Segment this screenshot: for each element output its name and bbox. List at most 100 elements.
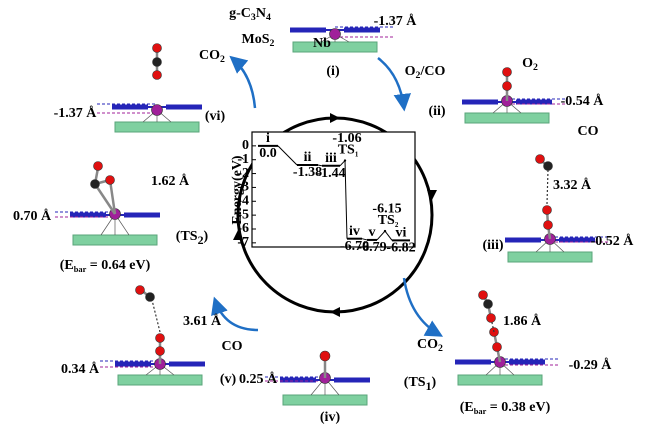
text-segment: bar [74, 265, 87, 274]
state-name: ii [304, 150, 312, 165]
atom [153, 44, 162, 53]
dist-ts1: 1.86 Å [503, 313, 542, 329]
d-ii: -0.54 Å [561, 93, 605, 109]
text-segment: CO [222, 339, 243, 354]
atom [544, 221, 553, 230]
process-arrow [378, 58, 404, 108]
graphene-sheet [462, 100, 498, 105]
state-name: iii [325, 151, 337, 166]
nb: Nb [313, 36, 331, 51]
text-segment: bar [474, 407, 487, 416]
process-arrow [215, 300, 258, 330]
atom [544, 162, 553, 171]
process-arrow [232, 58, 255, 108]
lbl-v: (v) [220, 372, 237, 387]
atom [484, 300, 493, 309]
bond [547, 170, 548, 204]
ebar-ts2: (Ebar = 0.64 eV) [60, 258, 151, 274]
atom [153, 71, 162, 80]
text-segment: -0.29 Å [569, 357, 613, 373]
text-segment: (ii) [428, 104, 445, 119]
lbl-ts1: (TS1) [404, 375, 437, 393]
atom [136, 286, 145, 295]
mos2-slab [115, 122, 199, 132]
graphene-sheet [509, 360, 545, 365]
text-segment: ) [204, 229, 209, 244]
atom [94, 162, 103, 171]
text-segment: 2 [438, 343, 443, 354]
text-segment: O [522, 56, 533, 71]
text-segment: ) [432, 375, 437, 390]
text-segment: CO [578, 124, 599, 139]
inset-tick-label: -2 [237, 166, 249, 181]
text-segment: g-C [229, 6, 251, 21]
text-segment: 1 [355, 150, 359, 158]
d-i: -1.37 Å [374, 13, 418, 29]
energy-label: 0.0 [259, 146, 277, 161]
mos2-slab [73, 235, 157, 245]
atom [503, 68, 512, 77]
graphene-sheet [455, 360, 491, 365]
graphene-sheet [280, 378, 316, 383]
text-segment: -1.37 Å [54, 105, 98, 121]
text-segment: (v) [220, 372, 237, 387]
text-segment: CO [417, 337, 438, 352]
bond [152, 300, 160, 332]
d-vi: -1.37 Å [54, 105, 98, 121]
atom [152, 105, 163, 116]
graphene-sheet [290, 28, 326, 33]
text-segment: 2 [270, 38, 275, 49]
mos2-slab [293, 42, 377, 52]
arrowhead [330, 113, 340, 123]
d-ts2: 0.70 Å [13, 208, 52, 224]
text-segment: O [405, 64, 416, 79]
atom [320, 351, 330, 361]
dist-v: 3.61 Å [183, 313, 222, 329]
text-segment: 2 [395, 221, 399, 229]
page: {"inset": {"ylabel": "Energy(eV)", "ylim… [0, 0, 658, 427]
g-c3n4: g-C3N4 [229, 6, 271, 23]
atom [493, 343, 502, 352]
lbl-iii: (iii) [483, 238, 504, 253]
inset-tick-label: 0 [242, 138, 249, 153]
energy-label: -1.44 [316, 166, 345, 181]
atom [91, 180, 100, 189]
atom [543, 206, 552, 215]
text-segment: (i) [326, 64, 340, 79]
atom [503, 82, 512, 91]
state-name: iv [349, 224, 360, 239]
text-segment: N [256, 6, 266, 21]
atom [146, 293, 155, 302]
lbl-ts2: (TS2) [176, 229, 209, 247]
transition-state [344, 159, 346, 161]
text-segment: TS [378, 213, 395, 228]
graphene-sheet [115, 362, 151, 367]
text-segment: (vi) [205, 109, 226, 124]
co-iii: CO [578, 124, 599, 139]
d-iii: -0.52 Å [591, 233, 635, 249]
figure: g-C3N4MoS2Nb-1.37 Å(i)O2/CO(ii)O2-0.54 Å… [0, 0, 658, 427]
text-segment: (TS [404, 375, 426, 390]
text-segment: = 0.38 eV) [486, 400, 550, 415]
lbl-ii: (ii) [428, 104, 445, 119]
text-segment: /CO [419, 64, 445, 79]
graphene-sheet [112, 105, 148, 110]
o2co: O2/CO [405, 64, 446, 81]
text-segment: 0.34 Å [61, 361, 100, 377]
text-segment: 1.86 Å [503, 313, 542, 329]
mos2: MoS2 [242, 32, 275, 49]
co-v: CO [222, 339, 243, 354]
text-segment: -0.54 Å [561, 93, 605, 109]
mos2-slab [508, 252, 592, 262]
dist-ts2: 1.62 Å [151, 173, 190, 189]
atom [106, 176, 115, 185]
text-segment: (TS [176, 229, 198, 244]
inset-tick-label: -5 [237, 207, 249, 222]
inset-tick-label: -1 [237, 152, 249, 167]
lbl-vi: (vi) [205, 109, 226, 124]
text-segment: TS [338, 143, 355, 158]
mos2-slab [465, 113, 549, 123]
state-name: v [369, 225, 376, 240]
text-segment: (iv) [320, 410, 341, 425]
text-segment: 3.61 Å [183, 313, 222, 329]
